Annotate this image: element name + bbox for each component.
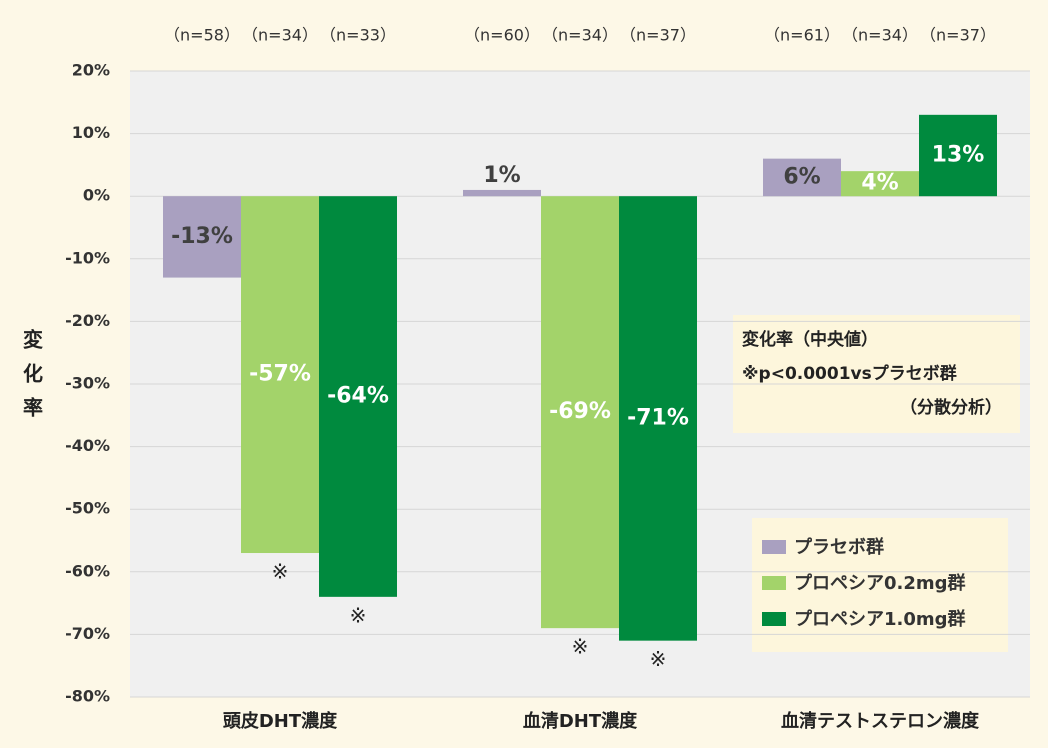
x-tick-label: 血清テストステロン濃度 (781, 710, 980, 732)
y-tick-label: 20% (72, 61, 110, 80)
significance-marker: ※ (350, 603, 367, 627)
value-label: -57% (249, 362, 311, 387)
legend-box (752, 518, 1008, 652)
value-label: 1% (483, 163, 520, 188)
significance-marker: ※ (572, 635, 589, 659)
annotation-line: 変化率（中央値） (742, 329, 878, 350)
x-tick-label: 血清DHT濃度 (523, 710, 638, 732)
y-tick-label: -30% (65, 374, 110, 393)
significance-marker: ※ (272, 560, 289, 584)
n-label: （n=34） (842, 26, 918, 45)
value-label: 4% (861, 171, 898, 196)
n-label: （n=33） (320, 26, 396, 45)
bar (541, 196, 619, 629)
n-label: （n=34） (542, 26, 618, 45)
y-axis-label: 変化率 (20, 328, 44, 431)
n-label: （n=34） (242, 26, 318, 45)
n-label: （n=61） (764, 26, 840, 45)
value-label: -69% (549, 399, 611, 424)
y-tick-label: 10% (72, 123, 110, 142)
bar (763, 158, 841, 197)
annotation-line: ※p<0.0001vsプラセボ群 (742, 363, 957, 384)
value-label: 6% (783, 164, 820, 189)
x-tick-label: 頭皮DHT濃度 (223, 710, 338, 732)
bar (319, 196, 397, 597)
y-tick-label: -40% (65, 436, 110, 455)
y-tick-label: -70% (65, 624, 110, 643)
y-tick-label: -20% (65, 311, 110, 330)
y-tick-label: -60% (65, 561, 110, 580)
y-tick-label: -80% (65, 687, 110, 706)
n-label: （n=58） (164, 26, 240, 45)
legend-label: プロペシア1.0mg群 (794, 608, 966, 630)
significance-marker: ※ (650, 647, 667, 671)
legend-swatch (762, 576, 786, 590)
n-label: （n=37） (920, 26, 996, 45)
bar (241, 196, 319, 554)
annotation-box (733, 315, 1020, 433)
value-label: -13% (171, 224, 233, 249)
value-label: -71% (627, 405, 689, 430)
legend-label: プロペシア0.2mg群 (794, 572, 966, 594)
y-tick-label: 0% (83, 186, 110, 205)
value-label: 13% (932, 143, 985, 168)
bar (463, 189, 541, 197)
bar (919, 114, 997, 197)
legend-swatch (762, 540, 786, 554)
legend-swatch (762, 612, 786, 626)
y-tick-label: -10% (65, 248, 110, 267)
n-label: （n=37） (620, 26, 696, 45)
annotation-line: （分散分析） (900, 397, 1002, 418)
value-label: -64% (327, 384, 389, 409)
y-tick-label: -50% (65, 499, 110, 518)
bar (163, 196, 241, 278)
bar (619, 196, 697, 641)
bar (841, 171, 919, 197)
n-label: （n=60） (464, 26, 540, 45)
legend-label: プラセボ群 (794, 536, 884, 558)
